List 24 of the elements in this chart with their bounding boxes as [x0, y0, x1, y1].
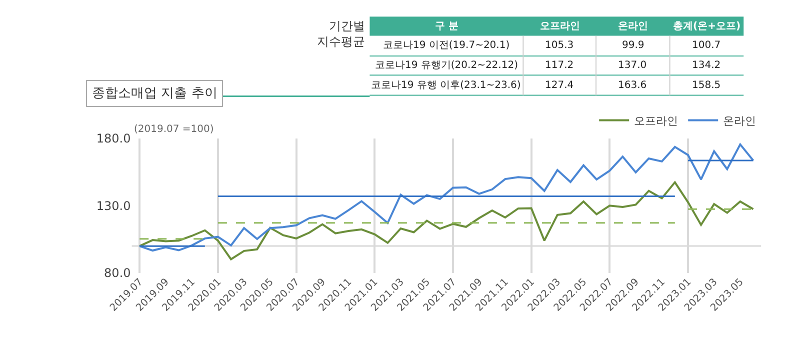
- text: 총계(온+오프): [673, 21, 741, 32]
- text: 기간별 지수평균: [317, 19, 365, 49]
- legend-label: 오프라인: [634, 114, 678, 128]
- data-label: 99.9: [622, 40, 644, 51]
- data-label: 117.2: [545, 60, 574, 71]
- legend-label: 온라인: [723, 114, 756, 128]
- data-label: 127.4: [545, 80, 574, 91]
- y-tick-label: 130.0: [96, 198, 131, 213]
- data-label: 163.6: [618, 80, 647, 91]
- chart-title: 종합소매업 지출 추이: [92, 86, 218, 101]
- text: 오프라인: [540, 21, 580, 32]
- text: 온라인: [618, 21, 648, 32]
- y-tick-label: 80.0: [104, 266, 131, 280]
- data-label: 100.7: [692, 40, 721, 51]
- y-tick-label: 180.0: [96, 132, 131, 146]
- text: (2019.07 =100): [134, 124, 214, 135]
- data-label: 137.0: [618, 60, 647, 71]
- data-label: 134.2: [692, 60, 721, 71]
- data-label: 158.5: [692, 80, 721, 91]
- data-label: 105.3: [545, 40, 574, 51]
- text: 구 분: [435, 21, 458, 32]
- category-label: 코로나19 이전(19.7~20.1): [383, 40, 510, 51]
- category-label: 코로나19 유행기(20.2~22.12): [375, 60, 518, 71]
- category-label: 코로나19 유행 이후(23.1~23.6): [371, 80, 521, 91]
